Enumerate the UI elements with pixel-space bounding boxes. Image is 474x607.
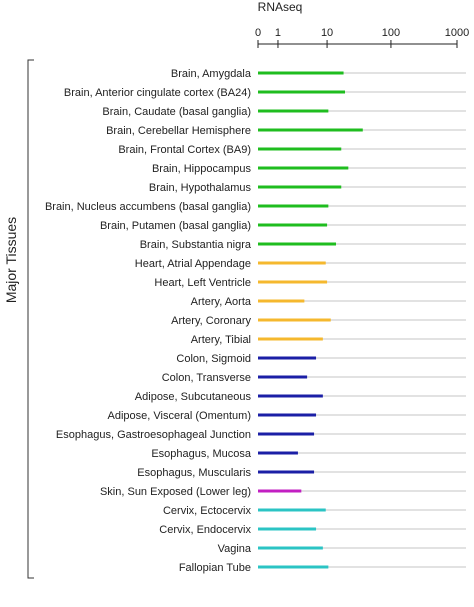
bar	[258, 71, 344, 75]
category-label: Brain, Cerebellar Hemisphere	[106, 125, 251, 137]
bar	[258, 470, 315, 474]
x-tick-label: 1	[275, 27, 281, 39]
category-label: Vagina	[218, 543, 252, 555]
bar	[258, 223, 328, 227]
bar	[258, 546, 323, 550]
bar	[258, 90, 346, 94]
category-label: Cervix, Endocervix	[159, 524, 251, 536]
category-label: Brain, Hypothalamus	[149, 182, 252, 194]
bar	[258, 508, 326, 512]
x-tick-label: 10	[321, 27, 333, 39]
category-label: Artery, Coronary	[171, 315, 251, 327]
category-label: Cervix, Ectocervix	[163, 505, 252, 517]
category-label: Brain, Hippocampus	[152, 163, 252, 175]
x-tick-label: 0	[255, 27, 261, 39]
category-label: Brain, Frontal Cortex (BA9)	[118, 144, 251, 156]
category-label: Brain, Amygdala	[171, 68, 252, 80]
x-tick-label: 100	[382, 27, 400, 39]
bar	[258, 147, 342, 151]
bar	[258, 204, 329, 208]
bar	[258, 280, 328, 284]
bar	[258, 413, 317, 417]
bar	[258, 109, 329, 113]
category-label: Brain, Substantia nigra	[140, 239, 252, 251]
bar	[258, 299, 305, 303]
y-axis-label: Major Tissues	[3, 217, 19, 303]
category-label: Colon, Sigmoid	[176, 353, 251, 365]
bar	[258, 166, 349, 170]
bar	[258, 261, 326, 265]
category-label: Adipose, Visceral (Omentum)	[108, 410, 251, 422]
bar	[258, 242, 337, 246]
category-label: Artery, Tibial	[191, 334, 251, 346]
category-label: Brain, Nucleus accumbens (basal ganglia)	[45, 201, 251, 213]
bar	[258, 451, 298, 455]
category-label: Artery, Aorta	[191, 296, 252, 308]
category-label: Esophagus, Mucosa	[151, 448, 252, 460]
bar	[258, 375, 308, 379]
bar	[258, 432, 315, 436]
category-label: Brain, Caudate (basal ganglia)	[102, 106, 251, 118]
bar	[258, 128, 363, 132]
bar	[258, 394, 323, 398]
x-axis: 0 1 10 100 1000	[255, 27, 469, 48]
category-label: Heart, Left Ventricle	[154, 277, 251, 289]
bar	[258, 185, 342, 189]
bar	[258, 337, 323, 341]
bar	[258, 318, 331, 322]
bar	[258, 356, 317, 360]
category-label: Colon, Transverse	[162, 372, 251, 384]
x-tick-label: 1000	[445, 27, 469, 39]
bar	[258, 489, 302, 493]
category-label: Brain, Putamen (basal ganglia)	[100, 220, 251, 232]
bar	[258, 565, 329, 569]
group-bracket	[27, 59, 34, 579]
category-labels: Brain, Amygdala Brain, Anterior cingulate…	[45, 68, 252, 574]
bar	[258, 527, 317, 531]
category-label: Heart, Atrial Appendage	[135, 258, 251, 270]
category-label: Esophagus, Gastroesophageal Junction	[56, 429, 251, 441]
category-label: Skin, Sun Exposed (Lower leg)	[100, 486, 251, 498]
bars	[258, 71, 363, 569]
category-label: Esophagus, Muscularis	[137, 467, 251, 479]
category-label: Adipose, Subcutaneous	[135, 391, 252, 403]
chart-title: RNAseq	[258, 0, 303, 14]
category-label: Brain, Anterior cingulate cortex (BA24)	[64, 87, 251, 99]
category-label: Fallopian Tube	[179, 562, 251, 574]
